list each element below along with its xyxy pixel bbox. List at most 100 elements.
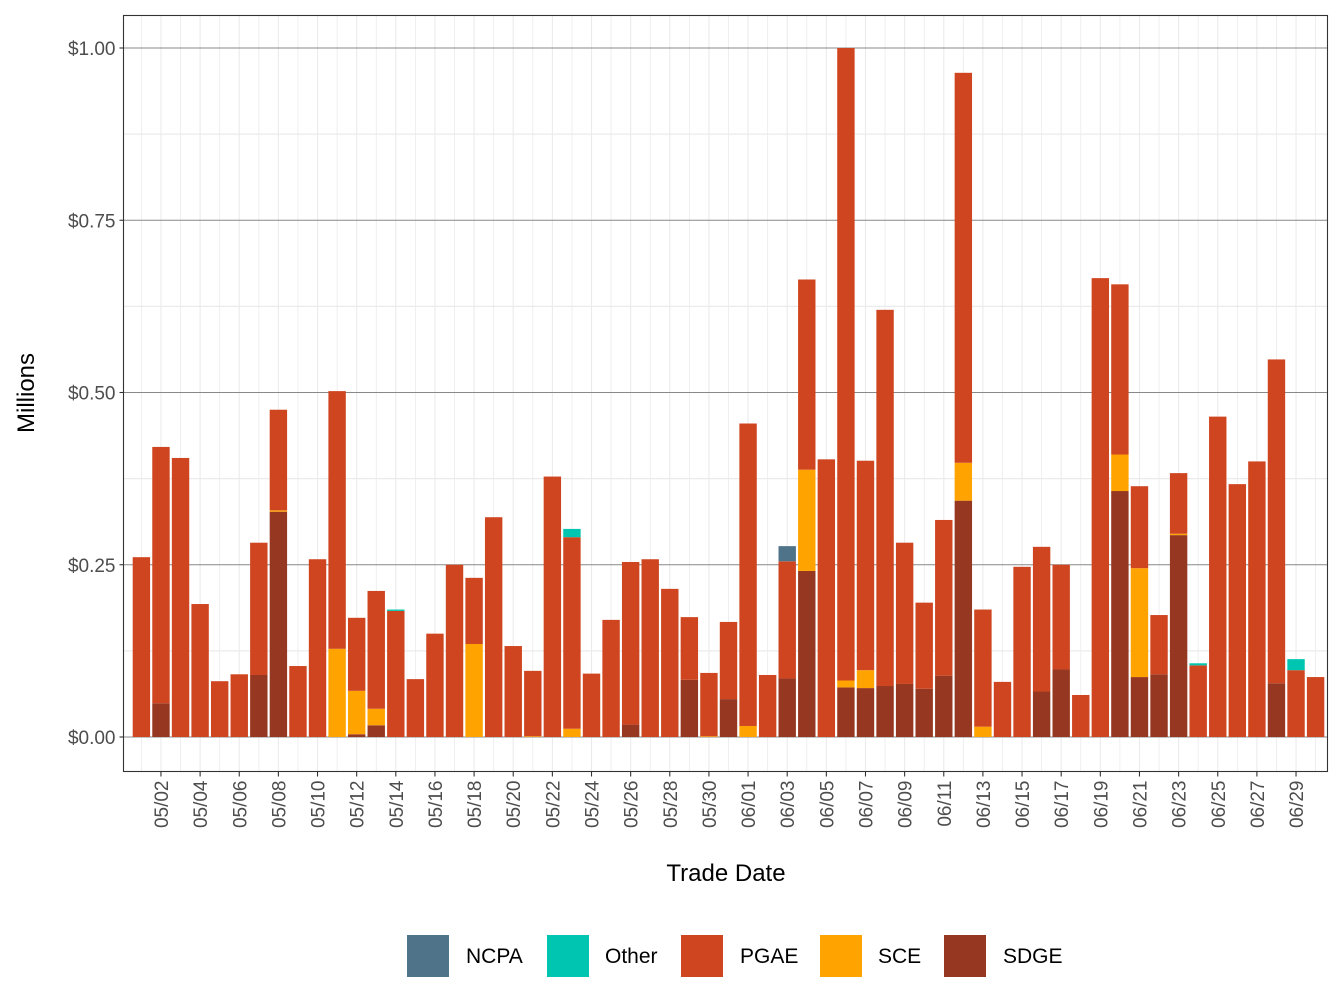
bar-segment-sce (465, 643, 483, 737)
x-tick-label: 06/07 (856, 781, 877, 829)
bar-segment-other (563, 528, 581, 538)
bar-segment-sdge (1111, 491, 1129, 737)
bar-stack-05-04 (191, 604, 209, 737)
bar-segment-pgae (171, 457, 190, 737)
bar-segment-sdge (367, 725, 385, 737)
bars-layer (132, 48, 1325, 737)
x-tick-label: 05/22 (543, 781, 564, 829)
y-tick-label: $1.00 (68, 39, 116, 60)
bar-stack-05-27 (641, 559, 659, 737)
bar-stack-06-09 (895, 542, 914, 737)
bar-stack-06-08 (876, 309, 894, 737)
bar-stack-05-29 (680, 617, 699, 737)
x-tick-label: 05/06 (230, 781, 251, 829)
x-tick-label: 06/19 (1091, 781, 1112, 829)
bar-segment-pgae (1228, 484, 1247, 737)
legend-key-other (547, 935, 589, 977)
bar-stack-05-15 (406, 679, 425, 737)
bar-segment-sce (798, 469, 816, 571)
bar-segment-sdge (621, 724, 640, 737)
bar-segment-pgae (876, 309, 894, 687)
bar-segment-sce (856, 670, 875, 689)
bar-segment-pgae (758, 674, 777, 737)
bar-segment-sdge (798, 570, 816, 737)
bar-stack-06-19 (1091, 278, 1110, 737)
bar-segment-sdge (954, 500, 973, 737)
bar-segment-sce (524, 736, 542, 737)
bar-segment-sce (837, 680, 855, 688)
bar-segment-pgae (1169, 473, 1188, 534)
bar-segment-pgae (210, 681, 229, 737)
bar-stack-06-04 (798, 279, 816, 737)
bar-stack-06-27 (1248, 461, 1266, 737)
bar-segment-pgae (1189, 665, 1207, 737)
bar-stack-06-23 (1169, 473, 1188, 737)
bar-segment-sdge (1169, 535, 1188, 737)
panel-border (122, 14, 1329, 773)
legend-key-ncpa (407, 935, 449, 977)
bar-segment-pgae (152, 446, 170, 704)
bar-segment-sdge (1150, 674, 1168, 737)
bar-stack-05-02 (152, 446, 170, 737)
x-tick-label: 05/18 (465, 781, 486, 829)
bar-stack-06-24 (1189, 663, 1207, 737)
bar-segment-pgae (504, 646, 522, 737)
bar-segment-pgae (739, 423, 757, 726)
y-tick-label: $0.25 (68, 556, 116, 577)
bar-stack-06-03 (778, 546, 796, 737)
bar-segment-sdge (347, 734, 366, 737)
legend-item-other: Other (547, 935, 658, 977)
legend-item-sce: SCE (820, 935, 921, 977)
bar-segment-other (1189, 663, 1207, 666)
bar-segment-pgae (543, 476, 562, 737)
bar-segment-pgae (856, 460, 875, 671)
bar-stack-05-14 (387, 609, 405, 737)
bar-segment-pgae (308, 559, 327, 737)
x-tick-label: 05/14 (387, 780, 408, 828)
x-tick-label: 06/11 (935, 781, 956, 827)
bar-stack-05-18 (465, 577, 483, 737)
bar-stack-05-09 (289, 666, 307, 737)
bar-segment-pgae (680, 617, 699, 680)
x-tick-label: 06/01 (739, 781, 760, 829)
bar-segment-pgae (1306, 677, 1325, 737)
bar-stack-06-14 (993, 681, 1012, 737)
bar-segment-sdge (837, 687, 855, 737)
x-tick-label: 06/17 (1052, 781, 1073, 829)
legend-label: NCPA (466, 945, 523, 968)
x-tick-label: 06/05 (817, 781, 838, 829)
bar-segment-pgae (1209, 416, 1227, 737)
x-tick-label: 06/15 (1013, 781, 1034, 829)
x-tick-label: 05/04 (191, 780, 212, 828)
legend-key-pgae (681, 935, 723, 977)
bar-segment-pgae (661, 588, 679, 737)
bar-stack-06-02 (758, 674, 777, 737)
bar-segment-sce (1169, 533, 1188, 536)
bar-stack-05-20 (504, 646, 522, 737)
y-axis-title: Millions (13, 353, 40, 433)
bar-segment-pgae (1072, 694, 1090, 737)
bar-segment-pgae (993, 681, 1012, 737)
x-tick-label: 06/23 (1170, 781, 1191, 829)
bar-segment-pgae (347, 617, 366, 691)
y-tick-label: $0.00 (68, 728, 116, 749)
bar-segment-sdge (719, 699, 738, 737)
bar-segment-pgae (935, 519, 953, 676)
y-tick-label: $0.75 (68, 211, 116, 232)
bar-segment-pgae (406, 679, 425, 737)
bar-stack-05-12 (347, 617, 366, 737)
bar-segment-sdge (1130, 677, 1149, 737)
bar-stack-06-25 (1209, 416, 1227, 737)
bar-segment-sce (367, 708, 385, 726)
bar-segment-pgae (367, 590, 385, 709)
bar-segment-pgae (974, 609, 992, 727)
bar-stack-05-08 (269, 409, 288, 737)
bar-segment-pgae (230, 674, 248, 737)
bar-segment-pgae (1150, 615, 1168, 675)
bar-segment-pgae (465, 577, 483, 644)
x-tick-label: 06/03 (778, 781, 799, 829)
bar-stack-05-01 (132, 557, 151, 737)
bar-segment-sdge (250, 674, 268, 737)
x-tick-label: 06/29 (1287, 781, 1308, 829)
